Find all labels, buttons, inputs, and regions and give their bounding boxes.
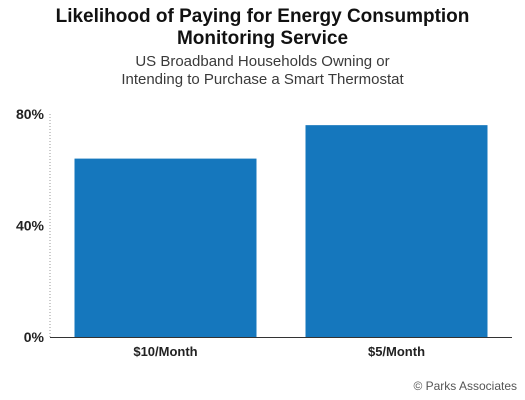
bar xyxy=(74,158,257,337)
chart-title-line-1: Likelihood of Paying for Energy Consumpt… xyxy=(55,6,470,27)
source-credit: © Parks Associates xyxy=(413,379,517,393)
y-axis: 0% 40% 80% xyxy=(16,106,51,345)
chart-title-line-2: Monitoring Service xyxy=(176,28,349,49)
x-tick-label: $10/Month xyxy=(133,344,197,359)
chart-subtitle: US Broadband Households Owning or Intend… xyxy=(0,53,525,89)
y-tick-label: 80% xyxy=(16,106,45,122)
chart-subtitle-line-2: Intending to Purchase a Smart Thermostat xyxy=(121,71,404,88)
y-tick-label: 40% xyxy=(16,218,45,234)
x-tick-label: $5/Month xyxy=(368,344,425,359)
chart-title: Likelihood of Paying for Energy Consumpt… xyxy=(0,6,525,50)
bar xyxy=(305,125,488,338)
y-tick-label: 0% xyxy=(24,329,45,345)
x-axis: $10/Month $5/Month xyxy=(50,337,512,359)
bars xyxy=(74,125,488,338)
chart-subtitle-line-1: US Broadband Households Owning or xyxy=(135,53,390,70)
